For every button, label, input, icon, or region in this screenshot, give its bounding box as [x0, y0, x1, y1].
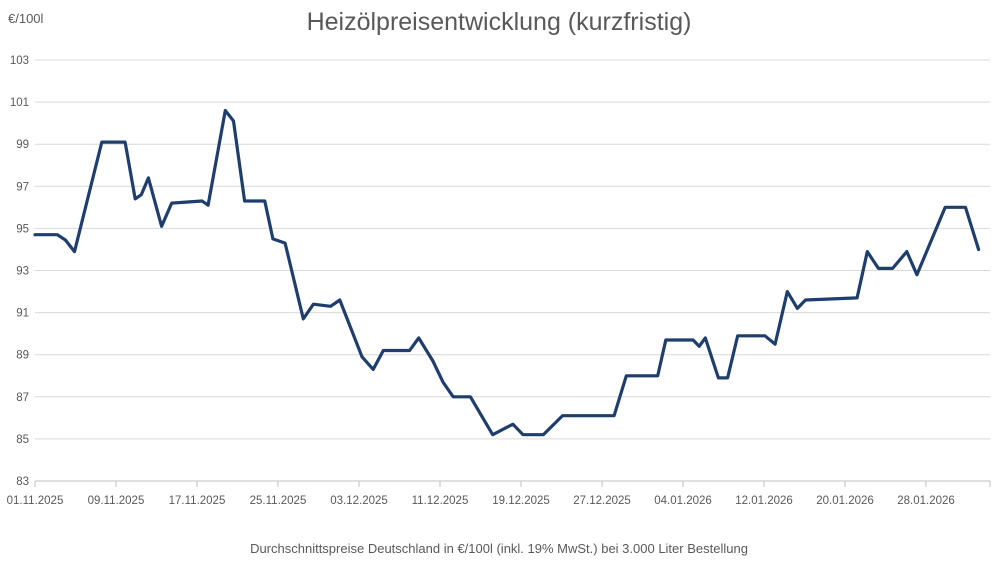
x-axis-tick-label: 27.12.2025 — [573, 495, 631, 507]
price-line-series — [33, 108, 981, 437]
chart-title: Heizölpreisentwicklung (kurzfristig) — [306, 8, 692, 36]
x-axis-tick-label: 01.11.2025 — [7, 495, 64, 507]
y-axis-tick-label: 93 — [16, 266, 29, 278]
x-axis-tick-label: 04.01.2026 — [654, 495, 712, 507]
y-axis-tick-label: 99 — [16, 139, 29, 151]
y-axis-tick-label: 85 — [16, 434, 29, 446]
x-axis-tick-label: 12.01.2026 — [735, 495, 793, 507]
y-axis-tick-label: 87 — [16, 392, 29, 404]
chart-footnote: Durchschnittspreise Deutschland in €/100… — [250, 541, 748, 556]
x-axis-tick-label: 17.11.2025 — [169, 495, 226, 507]
x-axis-tick-label: 28.01.2026 — [897, 495, 955, 507]
y-axis-tick-label: 101 — [10, 97, 29, 109]
x-axis-tick-label: 11.12.2025 — [412, 495, 469, 507]
y-axis-tick-label: 91 — [16, 308, 29, 320]
y-axis-tick-label: 89 — [16, 350, 29, 362]
x-axis-tick-label: 20.01.2026 — [816, 495, 874, 507]
x-axis-tick-label: 03.12.2025 — [330, 495, 388, 507]
y-axis-tick-label: 97 — [16, 181, 29, 193]
x-axis-tick-label: 19.12.2025 — [492, 495, 550, 507]
y-axis-unit-label: €/100l — [8, 11, 44, 26]
x-axis-tick-label: 25.11.2025 — [250, 495, 307, 507]
y-axis-tick-label: 83 — [16, 476, 29, 488]
x-axis-tick-label: 09.11.2025 — [88, 495, 145, 507]
y-axis-tick-label: 103 — [10, 55, 29, 67]
price-line-chart: 83 85 87 89 91 93 95 97 99 101 103 01.11.2025 09.11.… — [7, 55, 991, 507]
y-axis-tick-label: 95 — [16, 223, 29, 235]
